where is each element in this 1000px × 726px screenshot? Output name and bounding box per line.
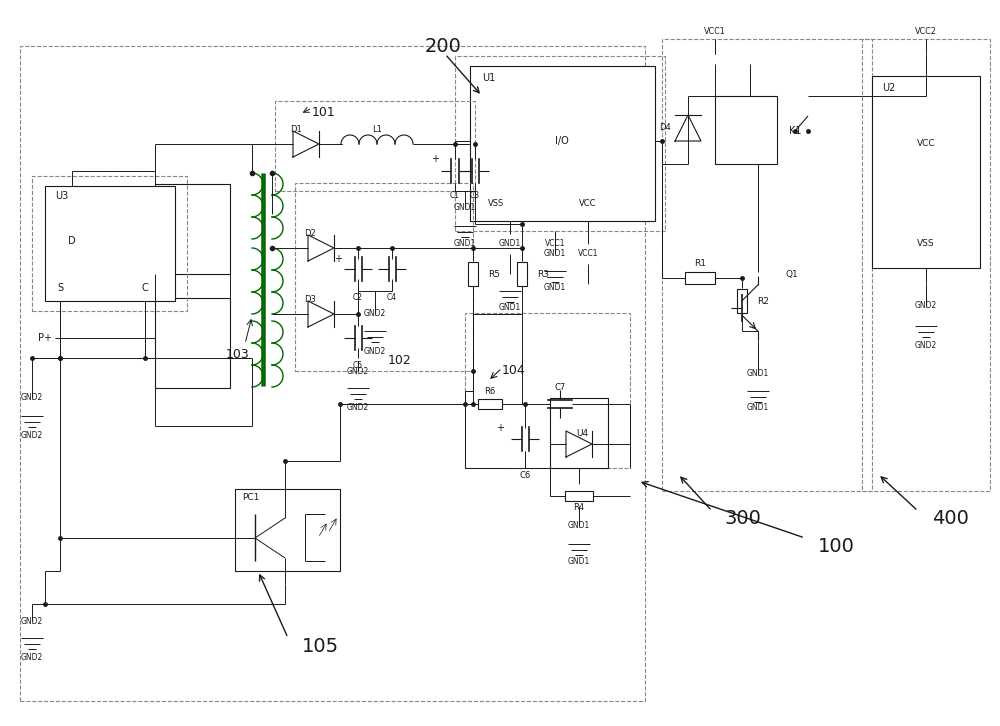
- Text: R1: R1: [694, 259, 706, 269]
- Bar: [468, 262, 478, 286]
- Text: GND2: GND2: [347, 367, 369, 375]
- Text: GND2: GND2: [21, 431, 43, 441]
- Bar: [662, 39, 872, 491]
- Text: P+: P+: [38, 333, 52, 343]
- Text: GND1: GND1: [544, 250, 566, 258]
- Bar: [517, 262, 527, 286]
- Text: GND1: GND1: [747, 370, 769, 378]
- Text: PC1: PC1: [242, 494, 259, 502]
- Text: GND2: GND2: [21, 653, 43, 663]
- Text: R2: R2: [757, 296, 769, 306]
- Bar: [715, 96, 777, 164]
- Text: C1: C1: [450, 191, 460, 200]
- Bar: [550, 398, 608, 468]
- Text: GND1: GND1: [544, 283, 566, 293]
- Text: GND1: GND1: [454, 203, 476, 213]
- Text: S: S: [57, 283, 63, 293]
- Text: VCC1: VCC1: [545, 240, 565, 248]
- Text: U2: U2: [882, 83, 895, 93]
- Text: U4: U4: [576, 428, 588, 438]
- Text: GND2: GND2: [915, 341, 937, 351]
- Text: K1: K1: [789, 126, 801, 136]
- Text: GND1: GND1: [747, 404, 769, 412]
- Text: GND2: GND2: [364, 346, 386, 356]
- Bar: [862, 39, 990, 491]
- Bar: [737, 289, 747, 313]
- Text: VSS: VSS: [917, 240, 935, 248]
- Text: C3: C3: [470, 191, 480, 200]
- Text: Q1: Q1: [785, 269, 798, 279]
- Text: 200: 200: [425, 38, 462, 57]
- Text: D3: D3: [304, 295, 316, 303]
- Text: L1: L1: [372, 124, 382, 134]
- Text: GND1: GND1: [568, 557, 590, 566]
- Text: VCC: VCC: [579, 200, 597, 208]
- Bar: [155, 298, 230, 388]
- Bar: [872, 76, 980, 268]
- Text: C4: C4: [387, 293, 397, 302]
- Text: VSS: VSS: [488, 200, 504, 208]
- Text: C: C: [142, 283, 148, 293]
- Text: VCC1: VCC1: [578, 250, 598, 258]
- Bar: [32, 176, 187, 311]
- Text: C6: C6: [519, 471, 531, 480]
- Text: GND2: GND2: [21, 393, 43, 402]
- Text: GND2: GND2: [21, 616, 43, 626]
- Text: R3: R3: [537, 269, 549, 279]
- Bar: [478, 399, 502, 409]
- Bar: [235, 489, 340, 571]
- Text: GND2: GND2: [347, 404, 369, 412]
- Text: D1: D1: [290, 124, 302, 134]
- Text: 400: 400: [932, 508, 969, 528]
- Text: C7: C7: [554, 383, 566, 393]
- Text: GND1: GND1: [568, 521, 590, 531]
- Text: VCC2: VCC2: [915, 27, 937, 36]
- Text: GND1: GND1: [454, 239, 476, 248]
- Bar: [685, 272, 715, 284]
- Text: +: +: [496, 423, 504, 433]
- Text: +: +: [431, 154, 439, 164]
- Text: GND2: GND2: [364, 309, 386, 319]
- Text: R5: R5: [488, 269, 500, 279]
- Text: GND1: GND1: [499, 240, 521, 248]
- Text: 101: 101: [312, 107, 336, 120]
- Text: GND2: GND2: [915, 301, 937, 311]
- Text: VCC1: VCC1: [704, 27, 726, 36]
- Bar: [275, 101, 475, 191]
- Text: +: +: [334, 254, 342, 264]
- Bar: [45, 186, 175, 301]
- Text: D: D: [68, 236, 76, 246]
- Text: D2: D2: [304, 229, 316, 237]
- Text: R6: R6: [484, 386, 496, 396]
- Text: C2: C2: [353, 293, 363, 302]
- Text: 300: 300: [725, 508, 762, 528]
- Text: 103: 103: [226, 348, 250, 361]
- Text: 104: 104: [502, 364, 526, 378]
- Text: GND1: GND1: [499, 303, 521, 312]
- Text: U3: U3: [55, 191, 68, 201]
- Text: U1: U1: [482, 73, 495, 83]
- Bar: [155, 184, 230, 274]
- Text: 105: 105: [302, 637, 339, 656]
- Bar: [465, 313, 630, 468]
- Text: 100: 100: [818, 537, 855, 555]
- Bar: [470, 66, 655, 221]
- Text: R4: R4: [573, 504, 585, 513]
- Bar: [565, 491, 593, 501]
- Text: C5: C5: [353, 361, 363, 370]
- Text: D4: D4: [659, 123, 671, 133]
- Bar: [295, 183, 473, 371]
- Bar: [455, 56, 665, 231]
- Text: I/O: I/O: [555, 136, 569, 146]
- Text: 102: 102: [388, 354, 412, 367]
- Text: VCC: VCC: [917, 139, 935, 149]
- Bar: [20, 46, 645, 701]
